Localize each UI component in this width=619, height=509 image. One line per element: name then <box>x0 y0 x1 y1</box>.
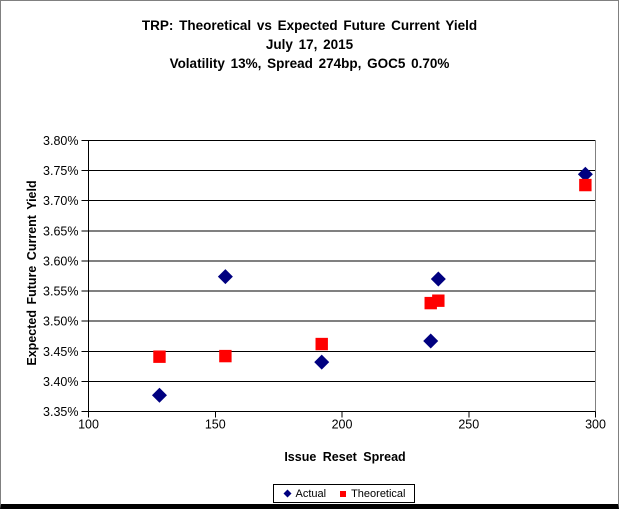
y-tick-label: 3.55% <box>43 285 78 299</box>
data-point-actual <box>314 354 330 370</box>
x-axis-title: Issue Reset Spread <box>284 450 406 464</box>
y-tick-label: 3.50% <box>43 315 78 329</box>
y-tick-label: 3.35% <box>43 405 78 419</box>
data-point-theoretical <box>315 337 328 351</box>
y-tick-label: 3.40% <box>43 375 78 389</box>
chart-title: TRP: Theoretical vs Expected Future Curr… <box>141 18 478 33</box>
legend-theoretical-square-icon <box>340 490 347 497</box>
data-point-actual <box>577 166 593 182</box>
y-tick-label: 3.65% <box>43 224 78 238</box>
chart-subtitle-params: Volatility 13%, Spread 274bp, GOC5 0.70% <box>169 56 450 71</box>
legend-item-actual: Actual <box>283 487 327 500</box>
data-point-actual <box>423 333 439 349</box>
y-axis-title: Expected Future Current Yield <box>25 180 39 366</box>
data-point-actual <box>430 271 446 287</box>
data-point-theoretical <box>579 178 592 192</box>
legend-theoretical-label: Theoretical <box>351 487 406 500</box>
data-point-theoretical <box>153 350 166 363</box>
y-tick-label: 3.60% <box>43 254 78 268</box>
x-tick-label: 150 <box>205 418 226 432</box>
chart-subtitle-date: July 17, 2015 <box>265 37 354 52</box>
x-tick-label: 250 <box>458 418 479 432</box>
data-point-theoretical <box>432 294 445 307</box>
data-point-actual <box>217 269 233 285</box>
y-tick-label: 3.80% <box>43 134 78 148</box>
data-point-actual <box>151 387 167 403</box>
y-tick-label: 3.75% <box>43 164 78 178</box>
x-tick-label: 300 <box>585 418 606 432</box>
legend: Actual Theoretical <box>273 484 415 503</box>
y-tick-label: 3.45% <box>43 345 78 359</box>
x-tick-label: 100 <box>78 418 99 432</box>
x-tick-label: 200 <box>332 418 353 432</box>
legend-actual-diamond-icon <box>283 489 291 498</box>
chart-title-block: TRP: Theoretical vs Expected Future Curr… <box>1 16 618 73</box>
legend-item-theoretical: Theoretical <box>339 487 406 500</box>
legend-actual-label: Actual <box>295 487 327 500</box>
data-point-theoretical <box>219 349 232 363</box>
y-tick-label: 3.70% <box>43 194 78 208</box>
